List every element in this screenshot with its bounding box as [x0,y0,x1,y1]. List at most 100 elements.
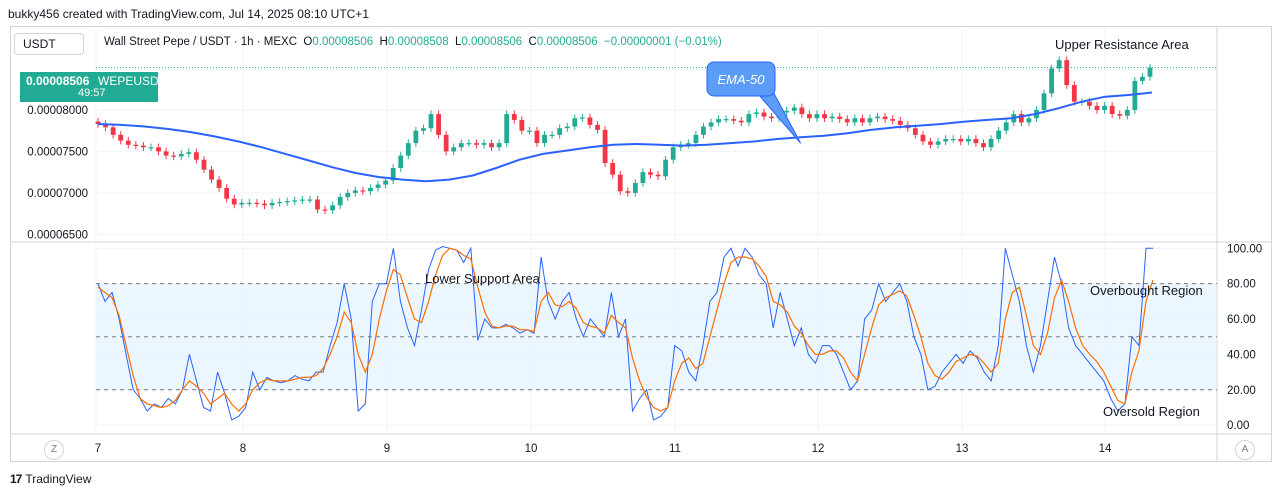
candle-body [640,172,646,183]
candle-body [912,128,918,135]
candle-body [231,198,237,205]
candle-body [822,114,827,119]
high-label: H [379,36,388,48]
candle-body [928,141,933,145]
callout-box [706,61,776,97]
candle-body [1094,105,1100,110]
candle-body [405,143,411,156]
last-price-value: 0.00008506 [26,74,90,88]
stoch-axis[interactable]: 100.00 80.00 60.00 40.00 20.00 0.00 [1227,243,1262,432]
log-scale-button[interactable]: Z [44,440,64,460]
candle-body [549,134,555,137]
price-tick-label: 0.00006500 [27,229,88,241]
candle-body [1140,76,1145,81]
chart-frame [10,26,1272,462]
time-axis[interactable]: 7 8 9 10 11 12 13 14 [95,443,1112,455]
candle-body [458,143,464,148]
lower-support-label: Lower Support Area [425,271,541,286]
candle-body [875,116,880,119]
candle-body [526,130,532,132]
candle-body [579,117,585,119]
low-value: 0.00008506 [461,36,523,48]
candle-body [337,197,343,206]
upper-resistance-label: Upper Resistance Area [1055,37,1189,52]
candle-body [754,112,759,115]
candle-body [814,114,820,119]
time-tick-label: 10 [525,443,538,455]
candle-body [284,201,290,203]
candle-body [844,119,850,123]
candle-body [413,130,419,144]
candle-body [542,134,547,144]
candle-body [587,117,593,125]
candle-body [1026,118,1032,123]
candle-body [557,128,563,135]
candle-body [141,145,146,148]
candle-body [1132,80,1138,110]
candle-body [383,180,388,185]
author-credit: bukky456 created with TradingView.com, J… [8,7,369,21]
overbought-label: Overbought Region [1090,283,1203,298]
candle-body [118,134,124,141]
candle-body [1018,114,1024,123]
candle-body [670,147,676,160]
candle-body [443,134,449,152]
candle-body [216,179,222,188]
candle-body [262,203,267,206]
candle-body [1124,109,1130,116]
candle-body [224,187,230,199]
currency-selector[interactable]: USDT [14,33,84,55]
candle-body [965,138,971,142]
auto-scale-button[interactable]: A [1235,440,1255,460]
candle-body [769,116,774,119]
open-value: 0.00008506 [312,36,374,48]
candle-body [981,143,986,148]
candle-body [133,144,139,146]
candle-body [209,169,214,180]
candle-body [246,202,252,205]
last-price-badge: 0.00008506 WEPEUSDT 49:57 [20,72,166,102]
candle-body [791,107,797,111]
candle-body [746,114,752,123]
candle-body [436,114,441,135]
candle-body [685,143,691,145]
open-label: O [303,36,313,48]
candle-body [572,118,578,127]
candle-body [1087,101,1092,106]
candle-body [648,172,653,175]
tradingview-logo[interactable]: 17 TradingView [10,472,91,486]
candle-body [852,118,858,123]
candle-body [368,187,373,192]
price-tick-label: 0.00008000 [27,105,88,117]
candle-body [186,152,192,154]
candle-body [837,116,843,120]
candle-body [398,155,404,169]
candle-body [277,202,283,204]
candle-body [95,121,101,125]
candle-body [534,130,540,144]
candle-body [1102,105,1107,110]
stoch-tick-label: 100.00 [1227,243,1262,255]
candle-body [920,134,926,142]
price-axis[interactable]: 0.00008000 0.00007500 0.00007000 0.00006500 [27,105,88,241]
low-label: L [454,36,462,48]
candle-body [466,143,472,145]
candle-body [390,168,396,181]
stoch-tick-label: 20.00 [1227,385,1256,397]
candle-body [511,114,517,120]
high-value: 0.00008508 [387,36,449,48]
candle-body [193,152,199,160]
candle-body [784,110,790,113]
candle-body [1147,67,1153,77]
time-tick-label: 14 [1099,443,1112,455]
close-value: 0.00008506 [536,36,598,48]
candle-body [103,124,108,128]
candle-body [996,130,1002,139]
candle-body [1071,85,1077,102]
candle-body [890,119,896,121]
candle-body [708,122,714,127]
candle-body [201,159,207,170]
candles [95,56,1153,215]
candle-body [731,119,737,121]
